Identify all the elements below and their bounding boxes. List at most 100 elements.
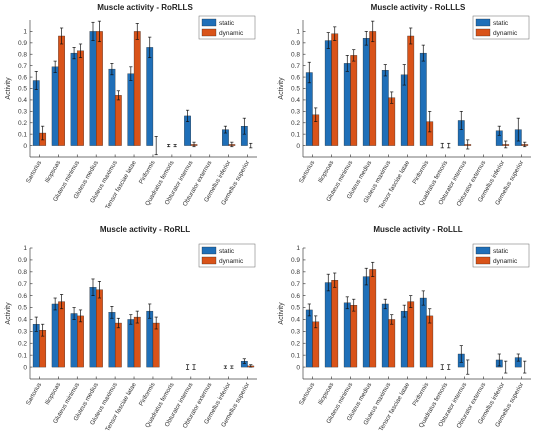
y-tick-label: 0.6: [18, 74, 27, 81]
chart-panel-2: Muscle activity - RoLLLS Activity 0 0.1 0.2 0…: [278, 3, 531, 211]
y-tick-label: 0.3: [18, 329, 27, 336]
bar-dynamic: [388, 319, 396, 368]
bar-static: [419, 52, 427, 146]
y-tick-label: 0.5: [291, 86, 300, 93]
legend-swatch-dynamic: [475, 256, 491, 265]
y-tick-label: 0.4: [291, 317, 300, 324]
y-tick-label: 0.7: [18, 63, 27, 70]
y-axis-label: Activity: [278, 302, 285, 325]
bar-static: [70, 52, 78, 146]
bar-static: [381, 70, 389, 146]
chart-title: Muscle activity - RoRLL: [100, 225, 190, 234]
bar-static: [146, 47, 154, 146]
y-tick-label: 0.5: [291, 305, 300, 312]
legend-label-static: static: [493, 20, 509, 27]
legend-label-dynamic: dynamic: [219, 258, 244, 265]
bar-static: [343, 63, 351, 146]
x-tick-label: Piriformis: [411, 160, 430, 186]
bar-dynamic: [369, 269, 377, 368]
y-tick-label: 0.6: [18, 293, 27, 300]
y-tick-label: 0.7: [18, 281, 27, 288]
legend-swatch-dynamic: [201, 256, 217, 265]
y-axis-label: Activity: [5, 302, 12, 325]
bar-static: [146, 310, 154, 368]
bar-dynamic: [369, 31, 377, 146]
bar-dynamic: [350, 305, 358, 368]
bar-dynamic: [331, 33, 339, 146]
bar-static: [419, 297, 427, 368]
y-tick-label: 0.9: [18, 40, 27, 47]
y-tick-label: 0.7: [291, 281, 300, 288]
bar-dynamic: [133, 316, 141, 368]
bar-static: [400, 310, 408, 368]
bar-dynamic: [96, 289, 103, 368]
legend-label-static: static: [219, 20, 235, 27]
y-tick-label: 0.5: [18, 305, 27, 312]
y-axis-label: Activity: [5, 77, 12, 100]
bar-dynamic: [133, 31, 141, 146]
bar-dynamic: [58, 35, 65, 146]
bar-static: [89, 287, 97, 368]
x-tick-label: Piriformis: [138, 382, 157, 408]
bar-static: [127, 319, 135, 368]
bar-dynamic: [114, 95, 122, 146]
bar-static: [381, 303, 389, 368]
chart-panel-4: Muscle activity - RoLLL Activity 0 0.1 0.2 0.…: [278, 225, 531, 433]
chart-panel-1: Muscle activity - RoRLLS Activity 0 0.1 0.2 0…: [5, 3, 257, 211]
bar-static: [32, 80, 40, 146]
bar-dynamic: [426, 315, 434, 368]
bar-static: [362, 276, 370, 368]
bar-static: [362, 38, 370, 146]
chart-panel-3: Muscle activity - RoRLL Activity 0 0.1 0.2 0.…: [5, 225, 257, 433]
y-tick-label: 1: [23, 245, 27, 252]
chart-title: Muscle activity - RoRLLS: [97, 3, 193, 12]
legend-swatch-dynamic: [201, 28, 217, 37]
y-tick-label: 0.2: [18, 340, 27, 347]
x-tick-label: Iliopsoas: [317, 382, 335, 407]
legend-swatch-static: [201, 18, 217, 27]
y-tick-label: 0.6: [291, 74, 300, 81]
bar-static: [70, 313, 78, 368]
x-tick-label: Piriformis: [411, 382, 430, 408]
y-tick-label: 0.3: [291, 329, 300, 336]
y-tick-label: 0.8: [18, 51, 27, 58]
x-tick-label: Sartorius: [25, 382, 43, 407]
bar-static: [305, 72, 313, 146]
legend-swatch-dynamic: [475, 28, 491, 37]
y-tick-label: 0.1: [291, 131, 300, 138]
y-tick-label: 0.8: [291, 269, 300, 276]
bar-static: [51, 66, 59, 146]
x-tick-label: Piriformis: [138, 160, 157, 186]
bar-static: [324, 282, 332, 368]
x-tick-label: Iliopsoas: [44, 160, 62, 185]
y-tick-label: 0: [296, 364, 300, 371]
bar-dynamic: [331, 280, 339, 368]
y-tick-label: 0.8: [291, 51, 300, 58]
y-tick-label: 0.2: [291, 120, 300, 127]
bar-dynamic: [312, 321, 320, 368]
bar-static: [108, 68, 116, 146]
y-tick-label: 0.9: [291, 40, 300, 47]
x-tick-label: Sartorius: [298, 382, 316, 407]
y-tick-label: 1: [296, 245, 300, 252]
bar-static: [127, 73, 135, 146]
y-tick-label: 0.1: [18, 131, 27, 138]
bar-dynamic: [114, 322, 122, 368]
chart-title: Muscle activity - RoLLL: [373, 225, 462, 234]
bar-dynamic: [77, 315, 84, 368]
y-tick-label: 0.2: [18, 120, 27, 127]
legend-swatch-static: [475, 18, 491, 27]
y-tick-label: 0.9: [291, 257, 300, 264]
y-tick-label: 0.1: [291, 352, 300, 359]
legend-label-static: static: [219, 248, 235, 255]
y-tick-label: 0.3: [18, 109, 27, 116]
y-tick-label: 0.8: [18, 269, 27, 276]
x-tick-label: Sartorius: [298, 160, 316, 185]
chart-title: Muscle activity - RoLLLS: [371, 3, 466, 12]
y-tick-label: 0.6: [291, 293, 300, 300]
bar-dynamic: [58, 301, 65, 368]
y-axis-label: Activity: [278, 77, 285, 100]
x-tick-label: Iliopsoas: [317, 160, 335, 185]
legend-swatch-static: [475, 246, 491, 255]
